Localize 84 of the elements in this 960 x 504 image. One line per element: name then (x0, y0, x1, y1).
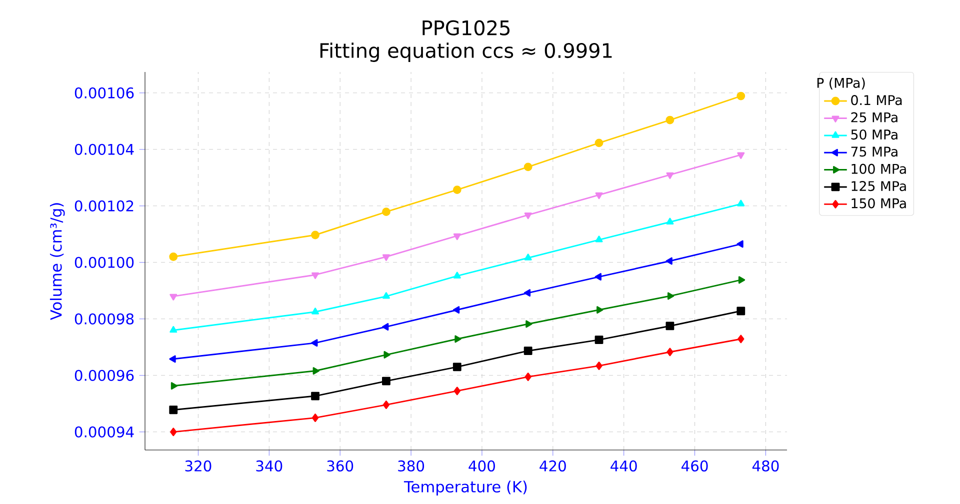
x-tick-label: 400 (468, 460, 495, 472)
point (311, 339, 318, 347)
point (452, 186, 462, 194)
legend-label: 125 MPa (852, 181, 906, 192)
point (312, 272, 319, 280)
point (737, 152, 745, 159)
point (594, 273, 602, 281)
point (666, 348, 674, 356)
point (666, 257, 672, 265)
x-axis-title: Temperature (K) (404, 480, 527, 496)
legend-label: 75 MPa (851, 146, 898, 157)
legend-label: 0.1 MPa (851, 95, 902, 106)
x-tick-label: 480 (752, 460, 779, 472)
x-tick-label: 380 (398, 460, 424, 472)
legend-label: 100 MPa (852, 164, 906, 174)
point (736, 306, 746, 316)
point (738, 334, 744, 344)
point (666, 116, 674, 124)
point (666, 172, 674, 180)
y-tick-label: 0.00094 (74, 426, 134, 438)
point (666, 218, 674, 224)
point (169, 355, 176, 363)
y-tick-label: 0.00096 (74, 370, 134, 381)
point (169, 252, 178, 261)
point (382, 254, 390, 261)
point (736, 240, 744, 248)
point (452, 306, 460, 314)
point (170, 326, 178, 333)
point (384, 351, 390, 359)
x-tick-label: 420 (540, 460, 566, 472)
y-axis-title: Volume (cm³/g) (50, 203, 65, 320)
point (311, 230, 320, 240)
point (453, 233, 461, 240)
point (738, 276, 746, 284)
point (382, 292, 390, 299)
point (736, 92, 746, 100)
point (596, 306, 604, 314)
y-tick-label: 0.00102 (74, 200, 134, 212)
point (312, 414, 319, 422)
point (170, 428, 177, 436)
y-tick-label: 0.00104 (74, 144, 134, 155)
legend-title: P (MPa) (817, 78, 865, 90)
point (594, 138, 604, 148)
y-tick-label: 0.00106 (74, 87, 134, 98)
point (737, 200, 745, 206)
chart-subtitle: Fitting equation ccs ≈ 0.9991 (320, 42, 612, 62)
x-tick-label: 340 (256, 460, 282, 472)
point (311, 392, 320, 400)
point (454, 335, 462, 343)
legend-label: 150 MPa (852, 198, 906, 208)
x-tick-label: 360 (327, 460, 354, 472)
point (595, 192, 603, 200)
x-tick-label: 440 (610, 460, 637, 472)
point (524, 346, 532, 356)
point (524, 162, 532, 172)
point (382, 323, 389, 331)
point (524, 254, 532, 260)
point (524, 372, 532, 382)
point (596, 362, 602, 370)
point (666, 322, 674, 330)
point (382, 400, 390, 409)
point (667, 292, 674, 300)
legend-label: 25 MPa (851, 112, 898, 122)
point (594, 336, 604, 344)
point (452, 362, 462, 372)
point (312, 367, 320, 375)
x-tick-label: 460 (682, 460, 708, 472)
x-tick-label: 320 (185, 460, 212, 472)
legend-label: 50 MPa (851, 129, 898, 140)
chart-title: PPG1025 (422, 20, 510, 36)
y-tick-label: 0.00098 (74, 313, 134, 324)
point (454, 386, 460, 396)
y-tick-label: 0.00100 (74, 256, 134, 268)
point (169, 406, 178, 414)
point (382, 208, 390, 216)
point (524, 212, 532, 220)
point (453, 272, 461, 278)
point (524, 289, 531, 297)
point (595, 236, 603, 242)
point (170, 382, 178, 390)
point (170, 294, 178, 301)
point (382, 376, 390, 386)
point (312, 308, 319, 314)
point (526, 320, 532, 328)
